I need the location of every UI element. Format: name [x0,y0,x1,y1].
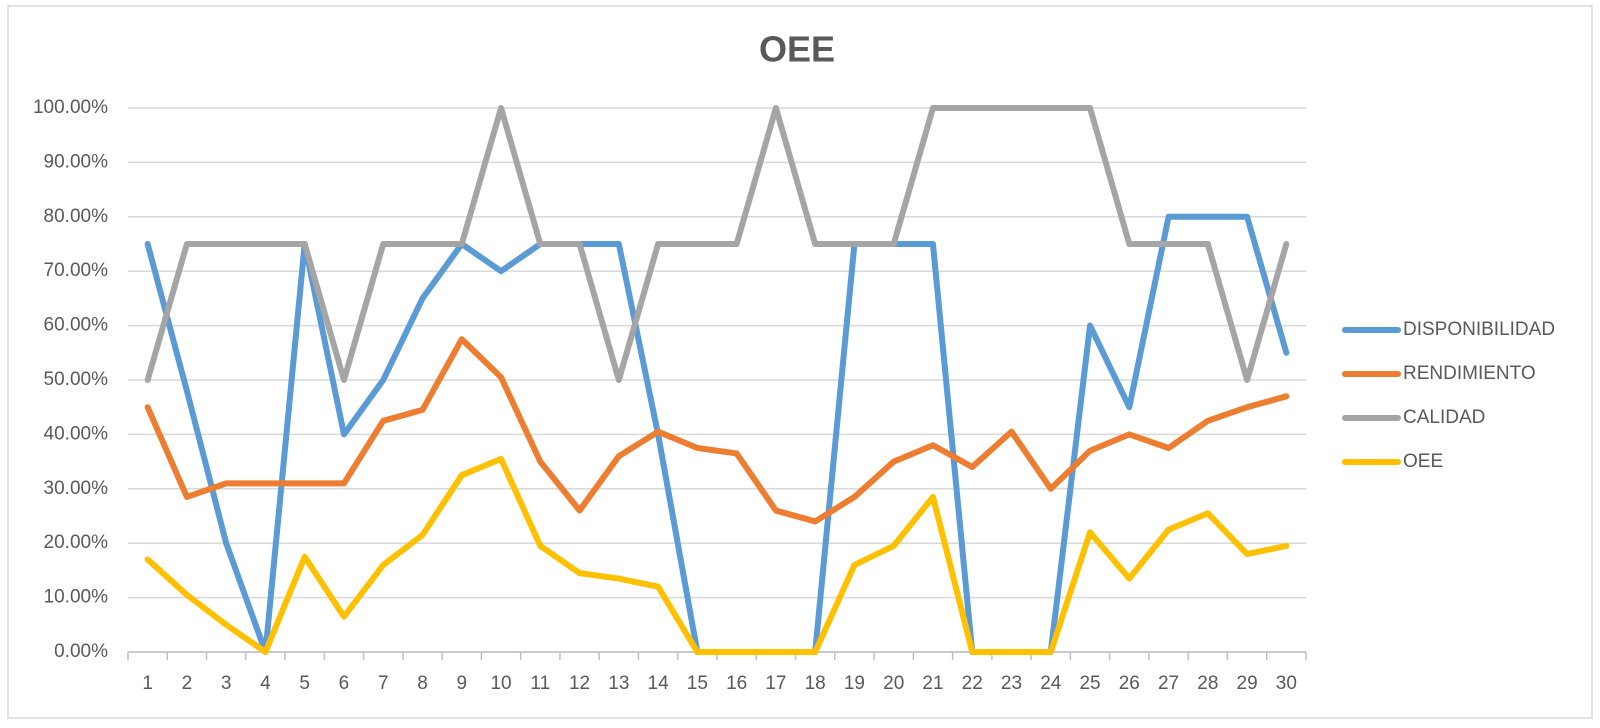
x-tick-label: 19 [844,673,865,694]
x-tick-label: 27 [1158,673,1179,694]
x-tick-label: 12 [569,673,590,694]
x-tick-label: 9 [456,673,467,694]
x-tick-label: 15 [687,673,708,694]
x-tick-label: 13 [608,673,629,694]
y-tick-label: 70.00% [44,260,109,281]
x-tick-label: 8 [417,673,428,694]
x-tick-label: 20 [883,673,904,694]
x-tick-label: 25 [1079,673,1100,694]
x-tick-label: 26 [1119,673,1140,694]
x-tick-label: 29 [1237,673,1258,694]
y-tick-label: 80.00% [44,206,109,227]
legend-label: RENDIMIENTO [1403,363,1536,384]
x-tick-label: 1 [142,673,153,694]
y-tick-label: 20.00% [44,532,109,553]
x-tick-label: 22 [962,673,983,694]
x-tick-label: 21 [922,673,943,694]
y-tick-label: 30.00% [44,478,109,499]
x-tick-label: 14 [648,673,670,694]
series-line [144,336,1290,525]
series-line [144,105,1290,383]
x-tick-label: 2 [182,673,193,694]
chart-frame [7,5,1593,719]
x-tick-label: 18 [805,673,826,694]
y-tick-label: 10.00% [44,587,109,608]
x-tick-label: 3 [221,673,232,694]
x-tick-label: 6 [339,673,350,694]
series-line [144,455,1290,655]
x-tick-label: 4 [260,673,271,694]
x-tick-label: 24 [1040,673,1062,694]
x-tick-label: 5 [299,673,310,694]
x-tick-label: 17 [765,673,786,694]
x-tick-label: 23 [1001,673,1022,694]
y-tick-label: 50.00% [44,369,109,390]
legend-label: OEE [1403,451,1443,472]
y-tick-label: 90.00% [44,151,109,172]
chart-title: OEE [759,29,835,70]
y-tick-label: 40.00% [44,423,109,444]
x-tick-label: 10 [490,673,511,694]
legend-label: DISPONIBILIDAD [1403,319,1555,340]
x-tick-label: 11 [530,673,550,694]
x-tick-label: 16 [726,673,747,694]
x-tick-label: 28 [1197,673,1218,694]
y-tick-label: 60.00% [44,315,109,336]
y-tick-label: 100.00% [33,97,108,118]
x-tick-label: 7 [378,673,389,694]
x-tick-label: 30 [1276,673,1297,694]
legend-label: CALIDAD [1403,407,1485,428]
y-tick-label: 0.00% [54,641,108,662]
